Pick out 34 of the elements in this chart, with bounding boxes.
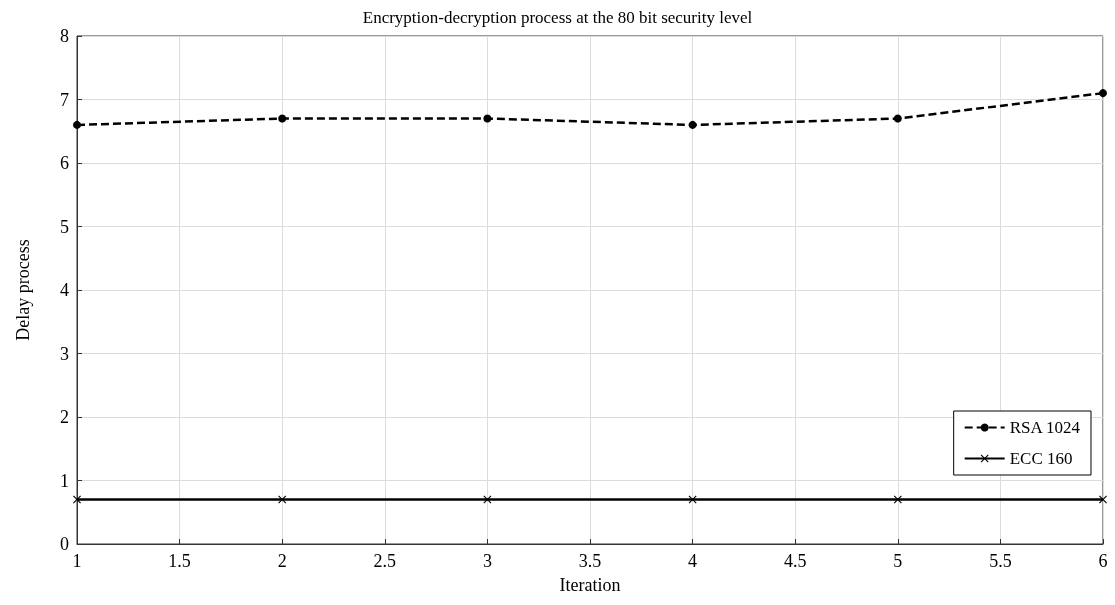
x-tick-label: 6 xyxy=(1098,551,1108,571)
point xyxy=(1099,495,1107,504)
point xyxy=(483,114,492,123)
y-tick-label: 7 xyxy=(60,89,69,110)
y-tick-label: 8 xyxy=(60,26,69,46)
y-tick-label: 3 xyxy=(60,343,69,364)
y-tick-label: 6 xyxy=(60,153,69,173)
x-tick-label: 4 xyxy=(688,551,698,571)
point xyxy=(893,495,902,504)
x-tick-label: 5 xyxy=(893,551,903,571)
y-tick-label: 2 xyxy=(60,407,69,427)
y-tick-label: 4 xyxy=(60,280,69,300)
point xyxy=(73,120,81,129)
x-tick-label: 2 xyxy=(277,551,287,571)
legend-label: RSA 1024 xyxy=(1009,418,1081,437)
point xyxy=(73,495,81,504)
point xyxy=(893,114,902,123)
point xyxy=(1099,89,1107,98)
x-tick-label: 5.5 xyxy=(989,551,1012,571)
x-tick-label: 3.5 xyxy=(578,551,602,571)
legend-label: ECC 160 xyxy=(1009,449,1073,468)
x-tick-label: 3 xyxy=(482,551,492,571)
y-axis-title: Delay process xyxy=(13,239,33,341)
y-tick-label: 5 xyxy=(60,216,69,237)
chart-title: Encryption-decryption process at the 80 bit security level xyxy=(362,8,753,27)
x-tick-label: 4.5 xyxy=(783,551,807,571)
x-axis-title: Iteration xyxy=(559,575,621,595)
y-tick-label: 0 xyxy=(60,534,69,554)
y-tick-label: 1 xyxy=(60,470,69,491)
point xyxy=(278,495,287,504)
x-tick-label: 2.5 xyxy=(373,551,397,571)
x-tick-label: 1.5 xyxy=(168,551,191,571)
point xyxy=(688,120,697,129)
point xyxy=(278,114,287,123)
